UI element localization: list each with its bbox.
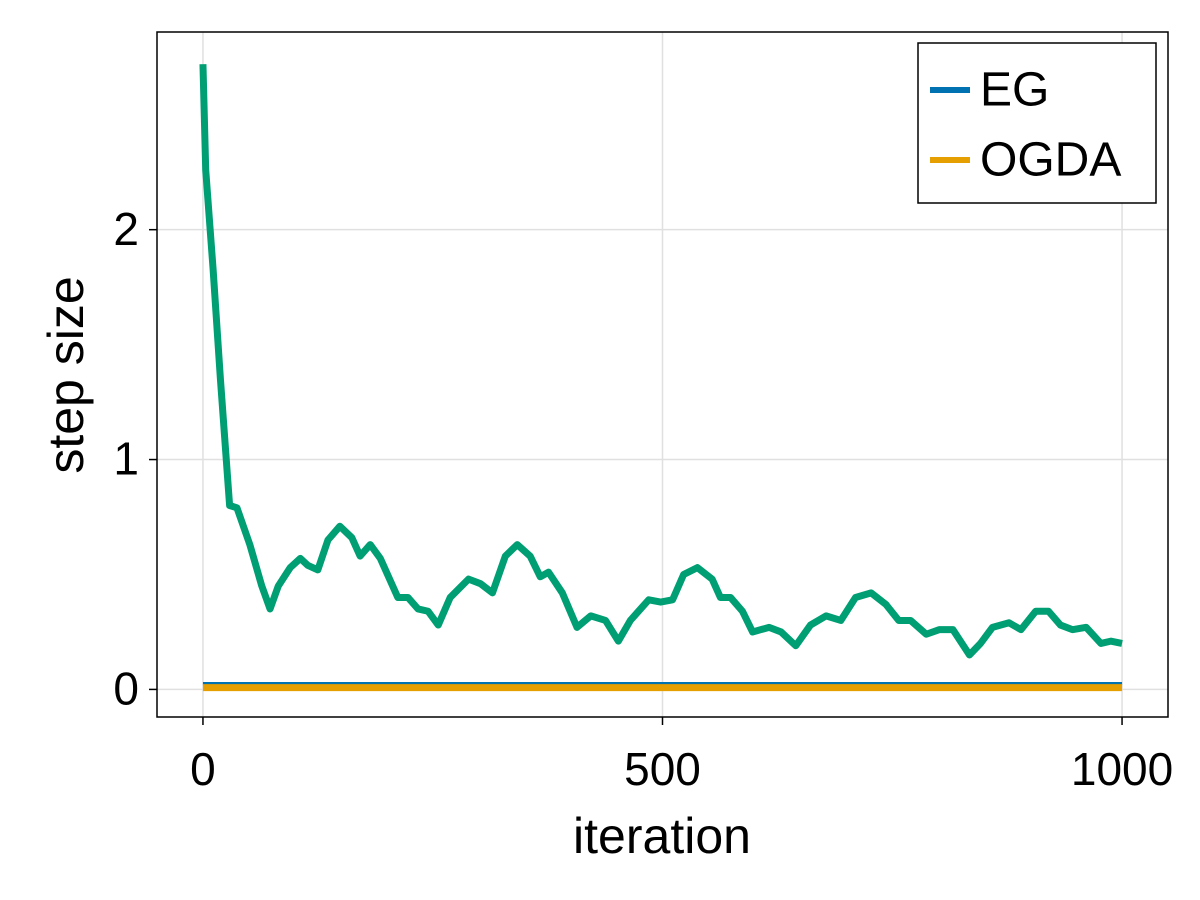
y-tick-label: 1 — [113, 433, 139, 485]
x-tick-label: 1000 — [1071, 743, 1173, 795]
x-tick-label: 0 — [190, 743, 216, 795]
legend-label: EG — [980, 64, 1049, 117]
x-axis-label: iteration — [573, 808, 751, 864]
legend-label: OGDA — [980, 134, 1121, 187]
y-axis-label: step size — [38, 276, 94, 473]
plot-frame — [156, 31, 1169, 718]
legend-box — [917, 42, 1157, 204]
x-tick-label: 500 — [624, 743, 701, 795]
data-line — [199, 64, 1123, 659]
y-tick-label: 2 — [113, 203, 139, 255]
y-tick-label: 0 — [113, 663, 139, 715]
